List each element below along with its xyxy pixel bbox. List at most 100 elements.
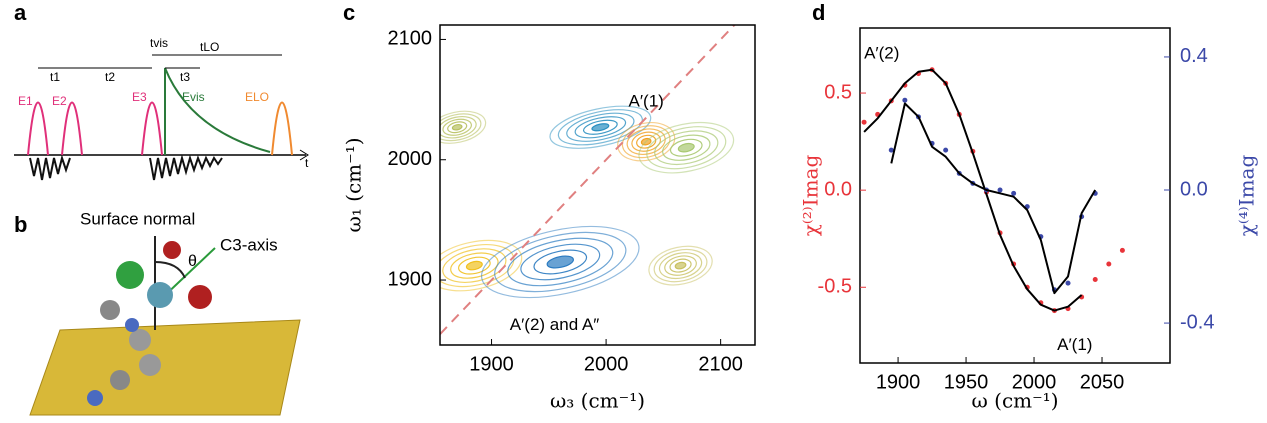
tlo: tLO [200, 40, 219, 54]
t1: t1 [50, 70, 60, 84]
panel-label: d [812, 0, 825, 25]
contour-level [465, 260, 483, 271]
data-point [1011, 190, 1017, 196]
data-point [1065, 280, 1071, 286]
arrow-head [299, 149, 309, 161]
contour-level [440, 239, 523, 292]
angle-arc [154, 261, 186, 279]
x-axis-label: ω₃ (cm⁻¹) [550, 389, 645, 413]
contour-level [480, 225, 640, 299]
contour-level [440, 110, 487, 144]
evis: Evis [182, 90, 205, 104]
annotation: A′(2) [864, 44, 899, 63]
x-tick-label: 1900 [469, 353, 514, 375]
tvis: tvis [150, 36, 168, 50]
x-tick-label: 2000 [584, 353, 629, 375]
t-label: t [305, 156, 309, 170]
contour-level [674, 261, 687, 270]
contour-level [669, 138, 703, 157]
atom [147, 282, 173, 308]
atom [110, 370, 130, 390]
panel-label: c [343, 0, 355, 25]
y-tick-label: 0.0 [824, 178, 852, 200]
y-tick-label: 2000 [388, 148, 433, 170]
y2-axis-label: χ⁽⁴⁾Imag [1235, 155, 1259, 237]
pulses [27, 101, 163, 156]
e1: E1 [18, 94, 33, 108]
contour-peak [638, 121, 735, 174]
contour-peak [549, 105, 652, 149]
panel-b: b Surface normal C3-axis θ [14, 209, 301, 416]
contour-level [549, 105, 652, 149]
contour-level [638, 121, 735, 174]
y-tick-label: 2100 [388, 28, 433, 50]
contour-level [494, 231, 627, 293]
signal [29, 154, 223, 181]
plot-area [440, 25, 736, 335]
x-tick-label: 1950 [944, 371, 989, 393]
data-point [902, 97, 908, 103]
e3: E3 [132, 90, 147, 104]
x-axis-label: ω (cm⁻¹) [971, 389, 1058, 413]
contour-level [646, 126, 727, 170]
y2-tick-label: 0.4 [1180, 45, 1208, 67]
diagonal [440, 25, 736, 335]
contour-peak [480, 225, 640, 299]
t2: t2 [105, 70, 115, 84]
y-axis-label: χ⁽²⁾Imag [799, 155, 823, 237]
atom [116, 261, 144, 289]
atom [87, 390, 103, 406]
y2-tick-label: 0.0 [1180, 178, 1208, 200]
contour-level [669, 258, 692, 273]
y-axis-label: ω₁ (cm⁻¹) [342, 137, 366, 232]
contour-level [557, 109, 643, 146]
surface-normal: Surface normal [80, 209, 195, 228]
contour-level [631, 131, 662, 152]
y-tick-label: 1900 [388, 268, 433, 290]
x-tick-label: 1900 [876, 371, 921, 393]
contour-level [653, 248, 708, 283]
panel-d: 1900 1950 2000 2050 0.5 0.0 -0.5 0.4 0.0 -0.4 A′(2… [799, 27, 1259, 413]
theta: θ [188, 253, 197, 270]
y-tick-label: 0.5 [824, 81, 852, 103]
contour-level [442, 248, 507, 283]
data-point [888, 147, 894, 153]
annotation: A′(1) [629, 91, 664, 110]
contour-level [440, 115, 477, 139]
data-point [943, 147, 949, 153]
annotation: A′(2) and A″ [510, 315, 600, 334]
data-point [861, 119, 867, 125]
fit-line [890, 102, 1097, 295]
contour-level [662, 134, 711, 161]
plot-frame [859, 27, 1171, 364]
contour-level [520, 243, 601, 281]
e2: E2 [52, 94, 67, 108]
contour-level [566, 112, 635, 142]
fit-line [863, 68, 1083, 312]
atom [139, 354, 161, 376]
contour-level [664, 255, 697, 276]
contour-level [648, 245, 713, 286]
panel-label: a [14, 0, 27, 25]
y2-tick-label: -0.4 [1180, 311, 1214, 333]
contour-level [591, 123, 610, 132]
atom [125, 318, 139, 332]
c3-axis: C3-axis [220, 235, 278, 254]
data-point [1119, 247, 1125, 253]
lo-pulse [271, 101, 293, 156]
y-tick-label: -0.5 [818, 276, 852, 298]
x-tick-label: 2000 [1012, 371, 1057, 393]
contour-level [546, 255, 574, 269]
contour-level [507, 237, 614, 287]
atom [129, 329, 151, 351]
atom [188, 285, 212, 309]
surface [29, 319, 301, 416]
contour-level [451, 123, 463, 131]
contour-level [658, 252, 703, 280]
contour-peak [440, 110, 487, 144]
data-point [1092, 276, 1098, 282]
contour-level [442, 118, 472, 136]
contour-level [447, 121, 468, 134]
contour-level [440, 113, 482, 142]
contour-level [457, 256, 491, 275]
